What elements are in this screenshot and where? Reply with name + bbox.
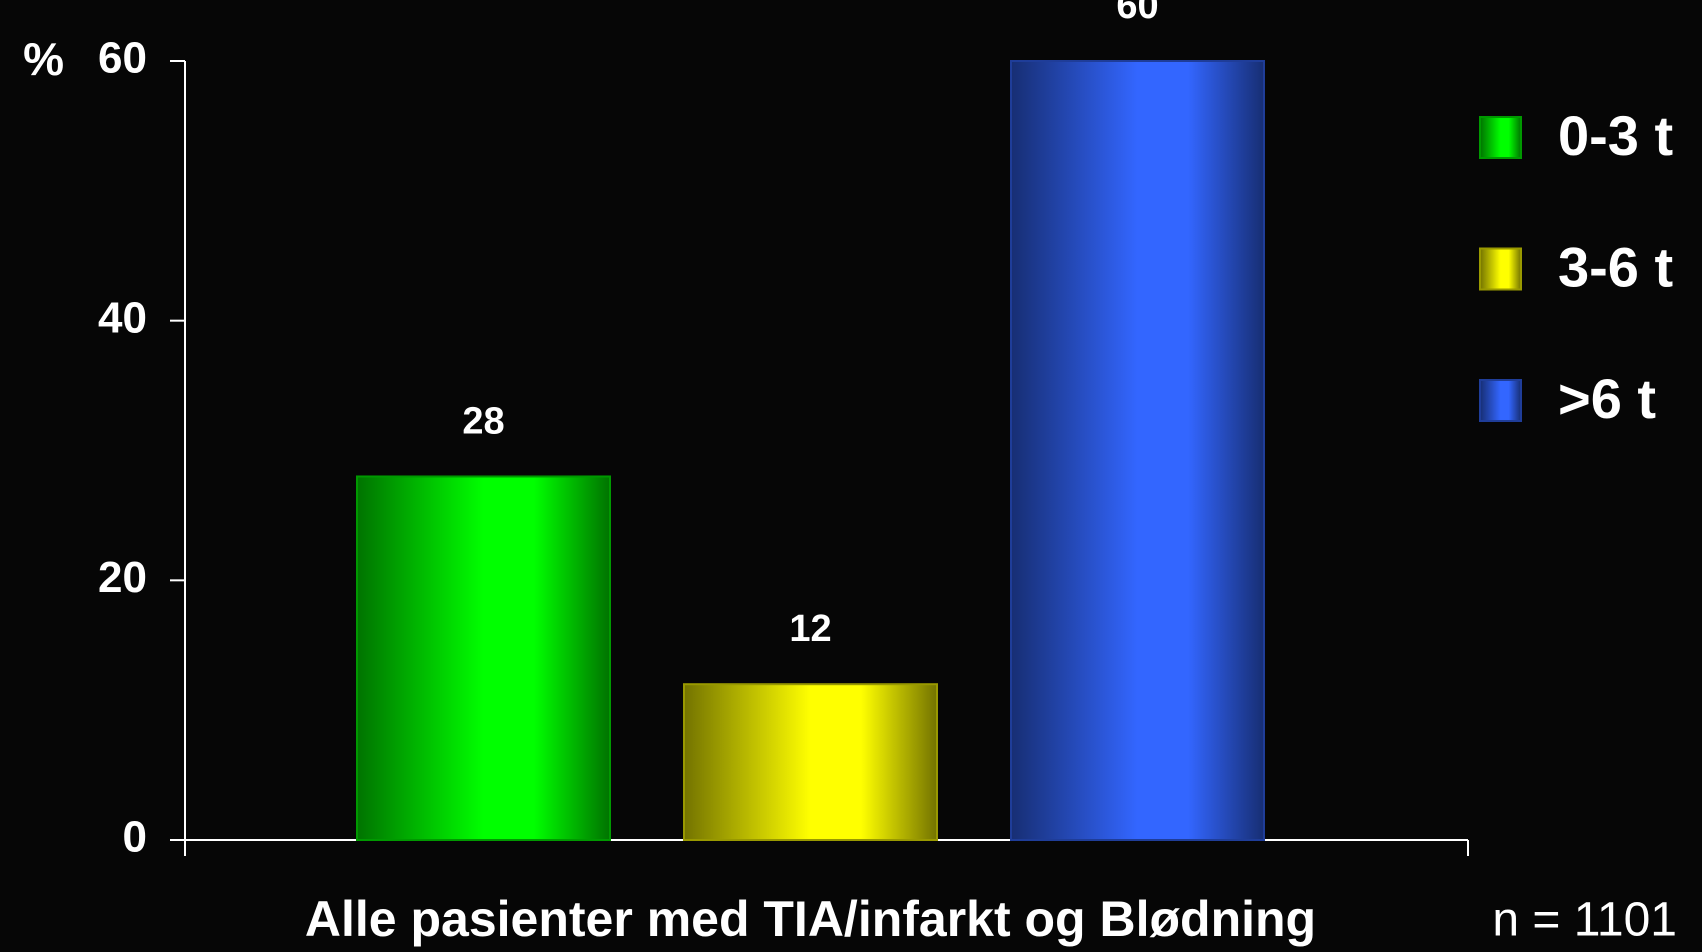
value-label: 60 <box>1116 0 1158 27</box>
y-tick-label: 60 <box>98 34 147 83</box>
annotation: n = 1101 <box>1492 894 1677 947</box>
bar <box>683 683 938 842</box>
bar <box>1010 60 1265 841</box>
y-tick-label: 0 <box>123 813 147 862</box>
x-tick-label: Alle pasienter med TIA/infarkt og Blødni… <box>305 891 1316 947</box>
bar <box>356 475 611 841</box>
value-label: 28 <box>462 400 504 442</box>
y-tick-label: 40 <box>98 293 147 342</box>
legend-swatch <box>1479 379 1522 422</box>
legend-label: 0-3 t <box>1558 104 1673 167</box>
legend-swatch <box>1479 116 1522 159</box>
y-tick-label: 20 <box>98 553 147 602</box>
legend-label: 3-6 t <box>1558 235 1673 298</box>
legend-label: >6 t <box>1558 367 1656 430</box>
legend-swatch <box>1479 247 1522 291</box>
y-axis-label: % <box>23 33 64 85</box>
value-label: 12 <box>789 608 831 650</box>
